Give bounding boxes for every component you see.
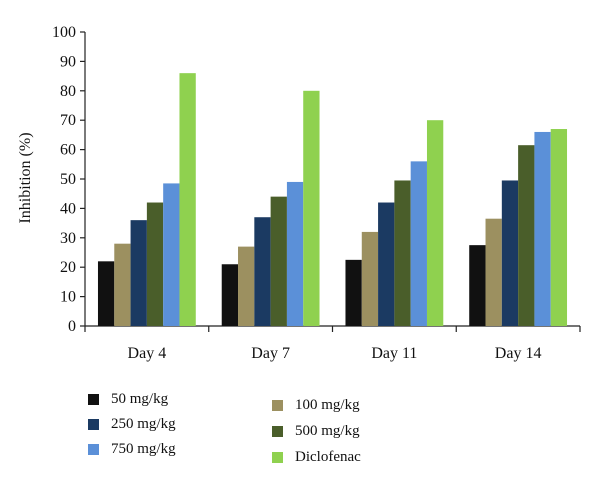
y-tick-label: 20 bbox=[60, 259, 76, 276]
bars bbox=[97, 73, 568, 326]
x-tick-label: Day 11 bbox=[371, 345, 417, 362]
x-tick-label: Day 4 bbox=[128, 345, 167, 362]
bar-250-mg-kg-day-11 bbox=[378, 202, 395, 326]
bar-100-mg-kg-day-11 bbox=[361, 231, 379, 326]
bar-50-mg-kg-day-11 bbox=[345, 259, 362, 326]
legend-item-100: 100 mg/kg bbox=[272, 397, 360, 414]
y-tick-label: 90 bbox=[60, 53, 76, 70]
x-tick-label: Day 14 bbox=[495, 345, 542, 362]
legend-item-500: 500 mg/kg bbox=[272, 423, 360, 440]
legend-item-750: 750 mg/kg bbox=[88, 441, 176, 458]
bar-500-mg-kg-day-11 bbox=[394, 180, 411, 326]
bar-250-mg-kg-day-7 bbox=[254, 217, 271, 326]
bar-250-mg-kg-day-4 bbox=[130, 220, 147, 326]
legend-label-50: 50 mg/kg bbox=[111, 391, 169, 407]
bar-750-mg-kg-day-7 bbox=[286, 181, 304, 326]
y-tick-label: 100 bbox=[52, 24, 76, 41]
y-tick-label: 40 bbox=[60, 200, 76, 217]
y-axis: 0 10 20 30 40 50 60 70 80 90 100 bbox=[52, 24, 86, 335]
legend-label-250: 250 mg/kg bbox=[111, 416, 176, 432]
bar-100-mg-kg-day-14 bbox=[485, 218, 502, 326]
legend-label-500: 500 mg/kg bbox=[295, 423, 360, 439]
legend-label-diclofenac: Diclofenac bbox=[295, 449, 361, 465]
bar-diclofenac-day-4 bbox=[179, 73, 196, 326]
y-tick-label: 0 bbox=[68, 318, 76, 335]
y-tick-label: 10 bbox=[60, 289, 76, 306]
legend-swatch-250 bbox=[88, 419, 99, 430]
bar-diclofenac-day-7 bbox=[303, 90, 320, 326]
bar-50-mg-kg-day-14 bbox=[469, 245, 486, 326]
bar-750-mg-kg-day-14 bbox=[534, 131, 551, 326]
bar-750-mg-kg-day-11 bbox=[410, 161, 427, 326]
legend-label-100: 100 mg/kg bbox=[295, 397, 360, 413]
legend-item-50: 50 mg/kg bbox=[88, 391, 168, 408]
legend-swatch-750 bbox=[88, 444, 99, 455]
bar-diclofenac-day-14 bbox=[550, 129, 568, 326]
y-tick-label: 50 bbox=[60, 171, 76, 188]
bar-50-mg-kg-day-4 bbox=[97, 261, 115, 326]
bar-50-mg-kg-day-7 bbox=[221, 264, 239, 326]
legend-swatch-500 bbox=[272, 426, 283, 437]
bar-500-mg-kg-day-14 bbox=[518, 145, 535, 326]
legend-item-250: 250 mg/kg bbox=[88, 416, 176, 433]
bar-250-mg-kg-day-14 bbox=[501, 180, 519, 326]
legend-swatch-50 bbox=[88, 394, 99, 405]
bar-100-mg-kg-day-4 bbox=[114, 243, 131, 326]
x-axis: Day 4 Day 7 Day 11 Day 14 bbox=[84, 325, 581, 362]
legend-swatch-100 bbox=[272, 400, 283, 411]
y-tick-label: 70 bbox=[60, 112, 76, 129]
legend-label-750: 750 mg/kg bbox=[111, 441, 176, 457]
y-tick-label: 60 bbox=[60, 142, 76, 159]
y-tick-label: 80 bbox=[60, 83, 76, 100]
bar-100-mg-kg-day-7 bbox=[238, 246, 255, 326]
bar-500-mg-kg-day-7 bbox=[270, 196, 287, 326]
y-tick-label: 30 bbox=[60, 230, 76, 247]
bar-500-mg-kg-day-4 bbox=[146, 202, 164, 326]
x-tick-label: Day 7 bbox=[251, 345, 290, 362]
bar-750-mg-kg-day-4 bbox=[163, 183, 180, 326]
legend-item-diclofenac: Diclofenac bbox=[272, 449, 361, 466]
bar-diclofenac-day-11 bbox=[426, 120, 444, 326]
legend-swatch-diclofenac bbox=[272, 452, 283, 463]
y-axis-label: Inhibition (%) bbox=[17, 132, 34, 223]
